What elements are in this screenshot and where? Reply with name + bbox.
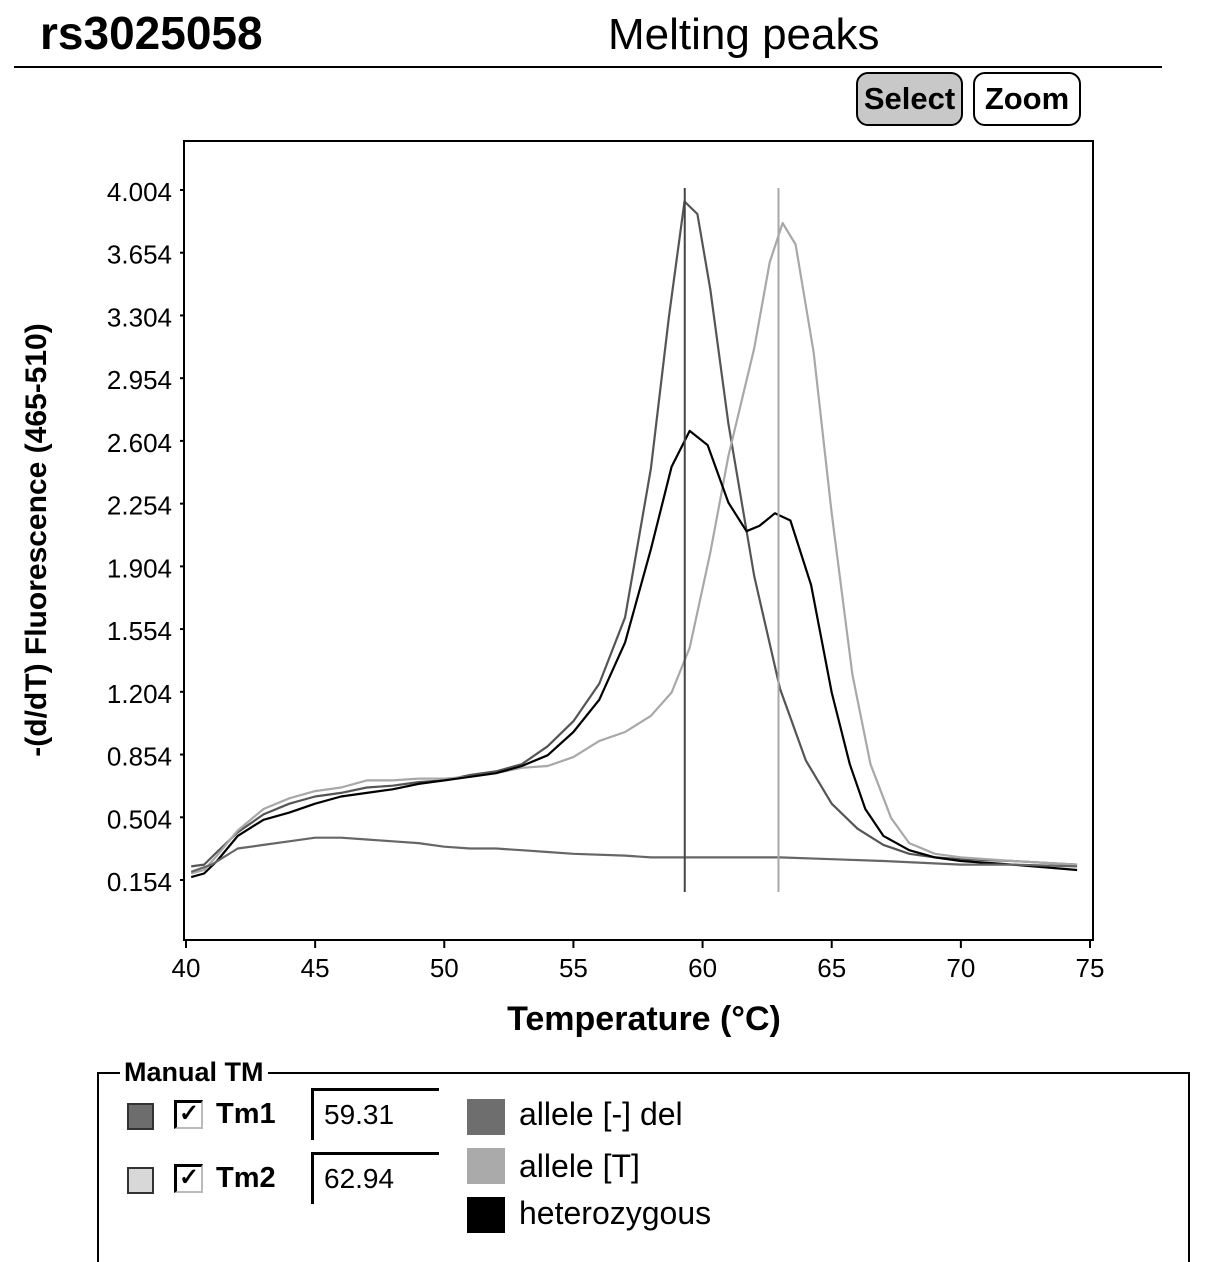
x-tick-label: 65 [817,953,846,983]
y-tick-label: 1.904 [107,553,172,583]
x-tick-label: 75 [1076,953,1105,983]
y-tick-label: 2.254 [107,491,172,521]
melting-peaks-chart[interactable]: 0.154 0.504 0.854 1.204 1.554 1.904 2.254 2.604… [0,0,1205,1050]
tm2-color-swatch[interactable] [127,1167,154,1194]
legend-label-del: allele [-] del [519,1096,683,1132]
title-divider [14,66,1162,68]
x-tick-label: 60 [688,953,717,983]
y-tick-label: 4.004 [107,177,172,207]
y-tick-label: 1.204 [107,679,172,709]
tm-marker-layer [683,188,780,892]
legend-swatch-heterozygous [467,1197,505,1233]
legend-swatch-t [467,1148,505,1184]
snp-id: rs3025058 [40,7,263,59]
series-line-allele-del [191,200,1078,868]
tm2-label: Tm2 [216,1162,276,1194]
tm1-value-field[interactable]: 59.31 [311,1088,439,1140]
page-title: Melting peaks [608,10,880,59]
legend-label-t: allele [T] [519,1148,640,1184]
select-button[interactable]: Select [856,72,963,126]
x-axis-label: Temperature (°C) [507,1000,781,1038]
series-layer [190,200,1078,879]
y-tick-label: 2.954 [107,365,172,395]
y-tick-label: 0.854 [107,742,172,772]
tm1-label: Tm1 [216,1098,276,1130]
tm2-checkbox[interactable]: ✓ [174,1164,203,1193]
x-tick-label: 50 [430,953,459,983]
x-tick-label: 40 [172,953,201,983]
legend-label-heterozygous: heterozygous [519,1195,712,1231]
y-tick-label: 2.604 [107,428,172,458]
y-tick-label: 1.554 [107,616,172,646]
legend-swatch-del [467,1099,505,1135]
series-line-negative-control [190,836,1078,873]
manual-tm-caption: Manual TM [120,1057,268,1088]
x-axis: 40 45 50 55 60 65 70 75 [172,940,1105,983]
y-tick-label: 0.154 [107,867,172,897]
series-line-heterozygous [190,429,1078,879]
tm1-color-swatch[interactable] [127,1103,154,1130]
y-axis-label: -(d/dT) Fluorescence (465-510) [20,323,53,756]
zoom-button[interactable]: Zoom [973,72,1081,126]
x-tick-label: 45 [301,953,330,983]
y-tick-label: 0.504 [107,804,172,834]
tm1-checkbox[interactable]: ✓ [174,1100,203,1129]
y-tick-label: 3.304 [107,302,172,332]
x-tick-label: 70 [946,953,975,983]
manual-tm-panel [97,1072,1190,1262]
tm2-value-field[interactable]: 62.94 [311,1152,439,1204]
y-axis: 0.154 0.504 0.854 1.204 1.554 1.904 2.254 2.604… [107,177,184,897]
y-tick-label: 3.654 [107,240,172,270]
x-tick-label: 55 [559,953,588,983]
series-line-allele-t [190,221,1078,875]
